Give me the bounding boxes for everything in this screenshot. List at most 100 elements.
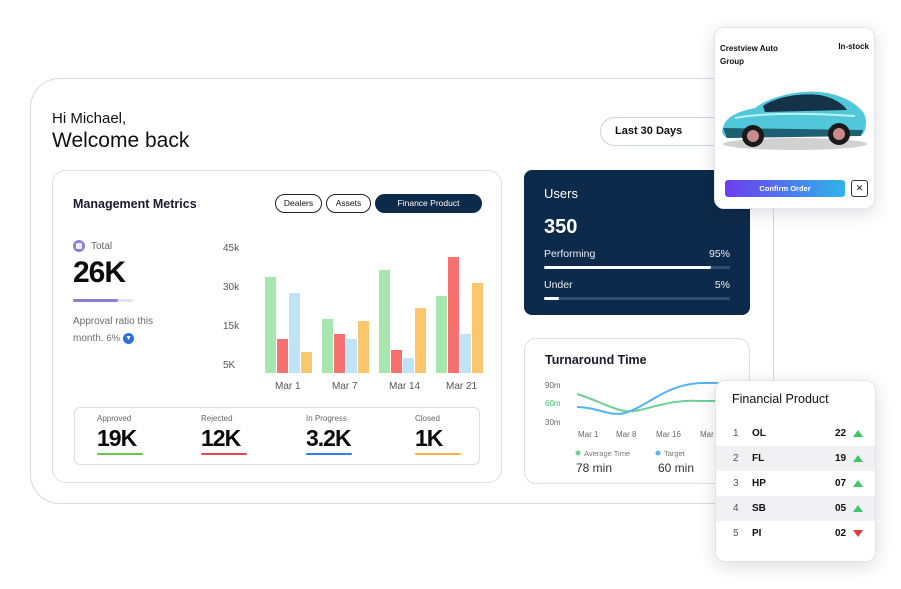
stat-rejected: Rejected 12K (201, 414, 247, 455)
greeting: Hi Michael, Welcome back (52, 110, 189, 153)
performing-row: Performing 95% (544, 248, 730, 260)
y-tick-label: 5K (223, 360, 236, 371)
card-title: Management Metrics (73, 197, 197, 211)
arrow-up-icon (853, 480, 863, 487)
row-code: HP (752, 478, 766, 489)
total-label-row: Total (73, 240, 112, 252)
users-title: Users (544, 186, 578, 201)
bar-chart: 45k 30k 15k 5K Mar 1 Mar 7 Mar 14 Mar 21 (223, 241, 493, 401)
chart-bar (334, 334, 345, 373)
chart-bar (265, 277, 276, 373)
chart-bar (346, 339, 357, 373)
document-icon (73, 240, 85, 252)
x-tick-label: Mar 7 (332, 381, 358, 392)
turnaround-line-chart: 90m 60m 30m Mar 1 Mar 8 Mar 16 Mar Avera… (545, 381, 749, 475)
x-tick-label: Mar 1 (275, 381, 301, 392)
average-line (576, 393, 749, 413)
financial-title: Financial Product (732, 392, 829, 406)
row-index: 1 (733, 428, 739, 439)
stat-approved: Approved 19K (97, 414, 143, 455)
row-value: 07 (835, 478, 847, 489)
row-value: 19 (835, 453, 847, 464)
chart-bar (277, 339, 288, 373)
chart-bar (448, 256, 459, 373)
chart-bar (460, 334, 471, 373)
list-item[interactable]: 1 OL 22 (716, 421, 875, 446)
stat-value: 3.2K (306, 425, 352, 451)
car-image (722, 91, 867, 150)
stat-value: 19K (97, 425, 137, 451)
chart-bar (301, 352, 312, 373)
target-legend-dot (655, 450, 661, 456)
row-code: SB (752, 503, 766, 514)
tab-assets[interactable]: Assets (326, 194, 371, 213)
approval-pct: 6% (106, 333, 121, 344)
row-value: 02 (835, 528, 847, 539)
y-tick: 90m (545, 381, 561, 390)
date-range-button[interactable]: Last 30 Days (600, 117, 730, 146)
dealer-name: Crestview Auto Group (720, 44, 778, 66)
x-tick: Mar 16 (656, 430, 681, 439)
performing-label: Performing (544, 248, 596, 260)
chart-bar (472, 282, 483, 373)
under-label: Under (544, 279, 573, 291)
target-value: 60 min (658, 461, 694, 475)
total-label: Total (91, 240, 113, 252)
average-label: Average Time (584, 449, 630, 458)
arrow-up-icon (853, 430, 863, 437)
list-item[interactable]: 2 FL 19 (716, 446, 875, 471)
row-code: FL (752, 453, 765, 464)
x-tick-label: Mar 21 (446, 381, 478, 392)
row-index: 2 (733, 453, 739, 464)
under-pct: 5% (714, 279, 730, 291)
average-legend-dot (575, 450, 581, 456)
greeting-name: Hi Michael, (52, 110, 127, 127)
management-metrics-card: Management Metrics Dealers Assets Financ… (52, 170, 502, 483)
chart-bar (415, 308, 426, 373)
stat-label: In Progress (306, 414, 347, 423)
users-count: 350 (544, 216, 578, 238)
tab-dealers[interactable]: Dealers (275, 194, 322, 213)
row-index: 3 (733, 478, 739, 489)
row-value: 22 (835, 428, 847, 439)
approval-text: Approval ratio this month. (73, 316, 154, 344)
stat-underline (306, 453, 352, 455)
x-tick: Mar (700, 430, 714, 439)
greeting-title: Welcome back (52, 129, 190, 152)
list-item[interactable]: 4 SB 05 (716, 496, 875, 521)
users-card: Users 350 Performing 95% Under 5% (524, 170, 750, 315)
stat-value: 1K (415, 425, 443, 451)
chart-bar (289, 292, 300, 373)
stat-label: Rejected (201, 414, 233, 423)
under-bar (544, 297, 730, 300)
row-value: 05 (835, 503, 847, 514)
average-value: 78 min (576, 461, 612, 475)
confirm-order-button[interactable]: Confirm Order (725, 180, 845, 197)
chevron-down-icon[interactable]: ▼ (123, 332, 135, 344)
close-icon[interactable]: ✕ (851, 180, 868, 197)
row-index: 5 (733, 528, 739, 539)
y-tick-label: 30k (223, 282, 240, 293)
car-order-popup: Crestview Auto Group In-stock Confirm Or… (714, 27, 875, 209)
list-item[interactable]: 5 PI 02 (716, 521, 875, 546)
x-tick: Mar 8 (616, 430, 637, 439)
list-item[interactable]: 3 HP 07 (716, 471, 875, 496)
tab-finance-product[interactable]: Finance Product (375, 194, 482, 213)
stat-value: 12K (201, 425, 241, 451)
stat-underline (97, 453, 143, 455)
y-tick-label: 15k (223, 321, 240, 332)
total-value: 26K (73, 256, 126, 289)
stats-row: Approved 19K Rejected 12K In Progress 3.… (74, 407, 480, 465)
y-tick-label: 45k (223, 243, 240, 254)
y-tick: 60m (545, 399, 561, 408)
stat-underline (415, 453, 461, 455)
target-label: Target (664, 449, 686, 458)
arrow-up-icon (853, 455, 863, 462)
target-line (576, 382, 749, 415)
row-index: 4 (733, 503, 739, 514)
chart-bar (379, 269, 390, 373)
performing-bar (544, 266, 730, 269)
turnaround-title: Turnaround Time (545, 353, 647, 367)
chart-bar (391, 349, 402, 373)
x-tick: Mar 1 (578, 430, 599, 439)
